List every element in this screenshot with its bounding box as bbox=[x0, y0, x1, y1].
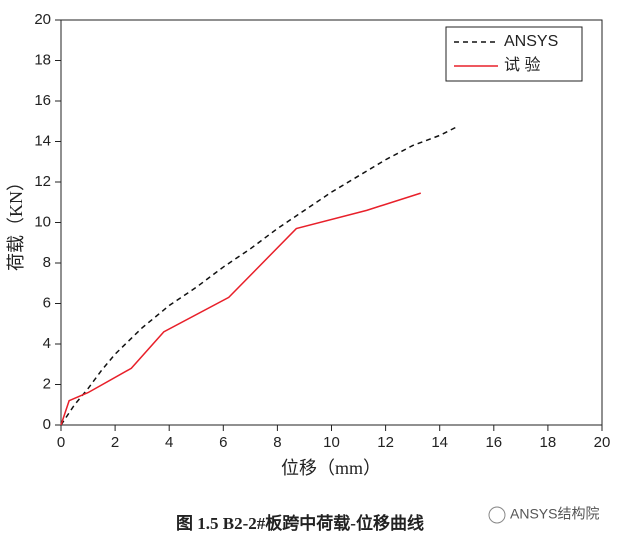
x-tick-label: 2 bbox=[111, 434, 119, 451]
y-tick-label: 8 bbox=[43, 254, 51, 271]
x-axis-label: 位移（mm） bbox=[281, 458, 381, 478]
x-tick-label: 10 bbox=[323, 434, 340, 451]
x-tick-label: 12 bbox=[377, 434, 394, 451]
y-tick-label: 2 bbox=[43, 375, 51, 392]
y-tick-label: 20 bbox=[34, 11, 51, 28]
y-tick-label: 6 bbox=[43, 294, 51, 311]
x-tick-label: 16 bbox=[485, 434, 502, 451]
series-line bbox=[60, 192, 421, 426]
legend-label: 试 验 bbox=[504, 56, 540, 74]
series-line bbox=[60, 126, 457, 426]
y-tick-label: 14 bbox=[34, 132, 51, 149]
watermark: ANSYS结构院 bbox=[510, 506, 599, 522]
legend-label: ANSYS bbox=[504, 33, 558, 50]
y-tick-label: 12 bbox=[34, 173, 51, 190]
y-tick-label: 16 bbox=[34, 92, 51, 109]
y-tick-label: 0 bbox=[43, 416, 51, 433]
legend-box bbox=[445, 26, 583, 82]
x-tick-label: 8 bbox=[273, 434, 281, 451]
y-tick-label: 18 bbox=[34, 51, 51, 68]
x-tick-label: 14 bbox=[431, 434, 448, 451]
x-tick-label: 0 bbox=[57, 434, 65, 451]
caption: 图 1.5 B2-2#板跨中荷载-位移曲线 bbox=[176, 513, 424, 533]
y-axis-label: 荷载（KN） bbox=[6, 173, 26, 271]
x-tick-label: 6 bbox=[219, 434, 227, 451]
y-tick-label: 4 bbox=[43, 335, 51, 352]
x-tick-label: 18 bbox=[540, 434, 557, 451]
y-tick-label: 10 bbox=[34, 213, 51, 230]
x-tick-label: 4 bbox=[165, 434, 173, 451]
x-tick-label: 20 bbox=[594, 434, 611, 451]
watermark-icon bbox=[488, 506, 506, 524]
